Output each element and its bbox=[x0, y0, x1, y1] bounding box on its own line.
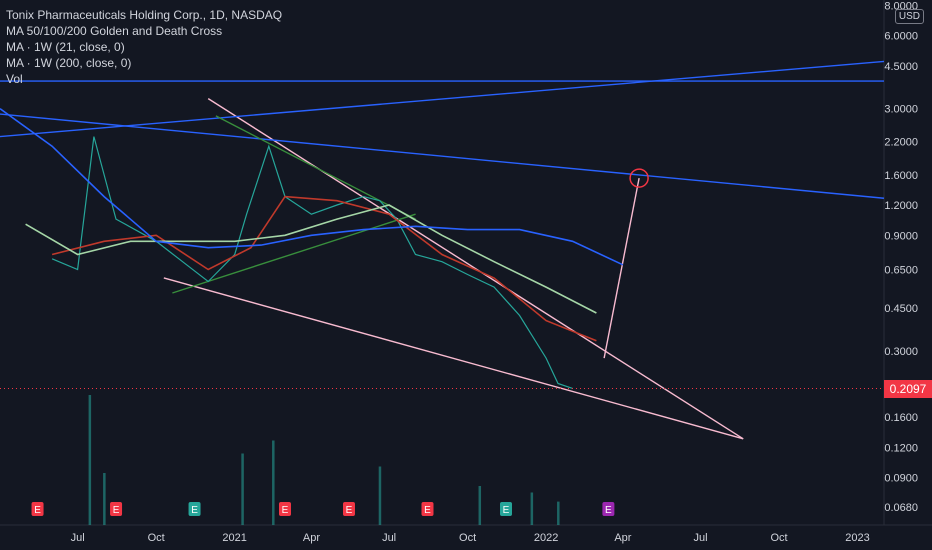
y-tick-label: 1.6000 bbox=[884, 170, 918, 182]
y-tick-label: 0.0900 bbox=[884, 473, 918, 485]
y-tick-label: 0.9000 bbox=[884, 230, 918, 242]
earnings-event-marker bbox=[421, 502, 434, 516]
series-line bbox=[25, 204, 597, 314]
x-tick-label: Oct bbox=[770, 532, 787, 544]
target-circle bbox=[629, 168, 649, 188]
earnings-event-marker bbox=[188, 502, 201, 516]
x-tick-label: Oct bbox=[459, 532, 476, 544]
earnings-event-marker bbox=[602, 502, 615, 516]
chart-title: Tonix Pharmaceuticals Holding Corp., 1D,… bbox=[6, 8, 283, 22]
earnings-event-marker bbox=[31, 502, 44, 516]
earnings-event-label: E bbox=[605, 505, 612, 516]
indicator-label-ma-cross[interactable]: MA 50/100/200 Golden and Death Cross bbox=[6, 24, 223, 38]
earnings-event-label: E bbox=[191, 505, 198, 516]
earnings-event-marker bbox=[110, 502, 123, 516]
series-line bbox=[51, 195, 597, 342]
indicator-label-ma-200[interactable]: MA · 1W (200, close, 0) bbox=[6, 56, 132, 70]
x-tick-label: Jul bbox=[71, 532, 85, 544]
volume-bar bbox=[103, 473, 106, 525]
y-tick-label: 0.4500 bbox=[884, 303, 918, 315]
earnings-event-label: E bbox=[113, 505, 120, 516]
y-tick-label: 6.0000 bbox=[884, 31, 918, 43]
earnings-event-label: E bbox=[282, 505, 289, 516]
y-tick-label: 0.0680 bbox=[884, 502, 918, 514]
y-tick-label: 0.1200 bbox=[884, 442, 918, 454]
trendline bbox=[215, 115, 416, 220]
trendline bbox=[0, 60, 885, 138]
volume-bar bbox=[241, 453, 244, 525]
y-tick-label: 0.3000 bbox=[884, 346, 918, 358]
indicator-label-vol[interactable]: Vol bbox=[6, 72, 23, 86]
earnings-event-marker bbox=[278, 502, 291, 516]
y-tick-label: 4.5000 bbox=[884, 61, 918, 73]
earnings-event-label: E bbox=[346, 505, 353, 516]
x-tick-label: Jul bbox=[382, 532, 396, 544]
chart-legend: Tonix Pharmaceuticals Holding Corp., 1D,… bbox=[6, 7, 282, 87]
earnings-event-label: E bbox=[34, 505, 41, 516]
currency-badge[interactable]: USD bbox=[894, 9, 924, 24]
trendline bbox=[603, 177, 640, 359]
earnings-event-marker bbox=[499, 502, 512, 516]
y-tick-label: 2.2000 bbox=[884, 136, 918, 148]
trendline bbox=[207, 98, 744, 440]
volume-bar bbox=[88, 395, 92, 525]
x-tick-label: Jul bbox=[694, 532, 708, 544]
x-tick-label: Oct bbox=[148, 532, 165, 544]
trendline bbox=[0, 113, 885, 199]
volume-bar bbox=[478, 486, 482, 525]
x-tick-label: Apr bbox=[303, 532, 320, 544]
last-price-badge: 0.2097 bbox=[884, 379, 932, 398]
trendline bbox=[172, 213, 416, 294]
series-line bbox=[51, 136, 573, 389]
x-tick-label: 2023 bbox=[845, 532, 869, 544]
earnings-event-marker bbox=[342, 502, 355, 516]
series-line bbox=[0, 108, 624, 266]
volume-bar bbox=[530, 492, 534, 525]
y-tick-label: 0.1600 bbox=[884, 412, 918, 424]
y-tick-label: 0.6500 bbox=[884, 265, 918, 277]
volume-bar bbox=[272, 440, 275, 525]
trendline bbox=[163, 277, 744, 440]
x-tick-label: 2021 bbox=[222, 532, 246, 544]
earnings-event-label: E bbox=[424, 505, 431, 516]
indicator-label-ma-21[interactable]: MA · 1W (21, close, 0) bbox=[6, 40, 125, 54]
x-tick-label: Apr bbox=[614, 532, 631, 544]
earnings-event-label: E bbox=[503, 505, 510, 516]
x-tick-label: 2022 bbox=[534, 532, 558, 544]
volume-bar bbox=[557, 501, 560, 525]
y-tick-label: 1.2000 bbox=[884, 200, 918, 212]
y-tick-label: 3.0000 bbox=[884, 104, 918, 116]
volume-bar bbox=[378, 466, 382, 525]
